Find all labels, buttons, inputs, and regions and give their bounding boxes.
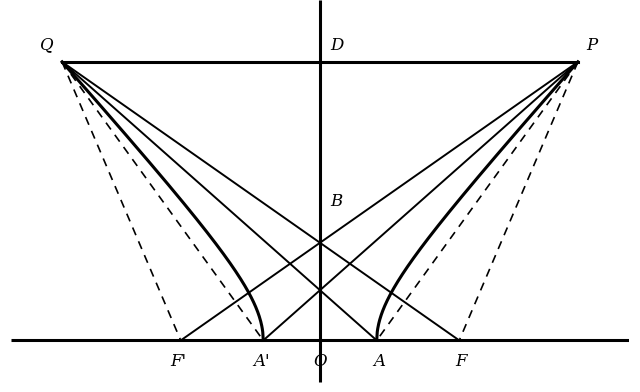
Text: Q: Q: [40, 36, 54, 54]
Text: O: O: [313, 353, 327, 370]
Text: B: B: [330, 192, 342, 210]
Text: P: P: [586, 36, 597, 54]
Text: A': A': [253, 353, 269, 370]
Text: A: A: [372, 353, 385, 370]
Text: F: F: [456, 353, 467, 370]
Text: F': F': [171, 353, 187, 370]
Text: D: D: [330, 36, 344, 54]
